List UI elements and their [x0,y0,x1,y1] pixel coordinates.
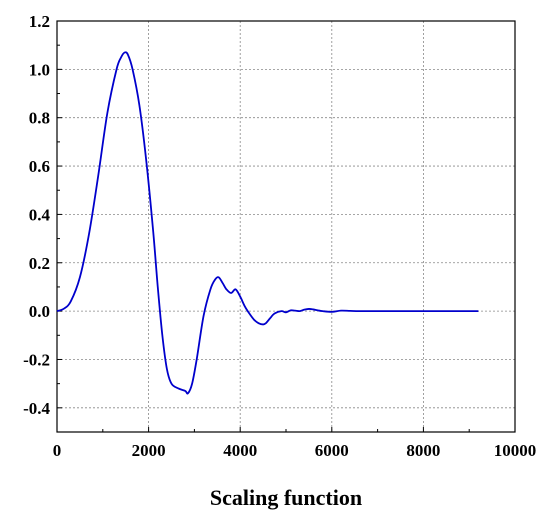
axis-ticks [56,20,516,432]
y-tick-label: 0.4 [29,205,51,224]
x-tick-label: 8000 [406,441,440,460]
y-tick-label: 0.6 [29,157,50,176]
x-tick-label: 4000 [223,441,257,460]
x-tick-label: 0 [53,441,62,460]
grid-lines [57,21,515,432]
x-axis-title: Scaling function [210,485,362,510]
x-tick-label: 6000 [315,441,349,460]
x-tick-label: 10000 [494,441,537,460]
y-tick-label: 0.2 [29,254,50,273]
y-tick-label: 1.2 [29,12,50,31]
series-line [56,51,479,395]
y-tick-label: 1.0 [29,60,50,79]
plot-frame [56,20,516,433]
tick-labels: 0 2000 4000 6000 8000 10000 -0.4 -0.2 0.0 0.2 0.4 0… [23,12,536,460]
y-tick-label: 0.0 [29,302,50,321]
y-tick-label: -0.2 [23,350,50,369]
y-tick-label: 0.8 [29,109,50,128]
x-tick-label: 2000 [132,441,166,460]
y-tick-label: -0.4 [23,399,50,418]
